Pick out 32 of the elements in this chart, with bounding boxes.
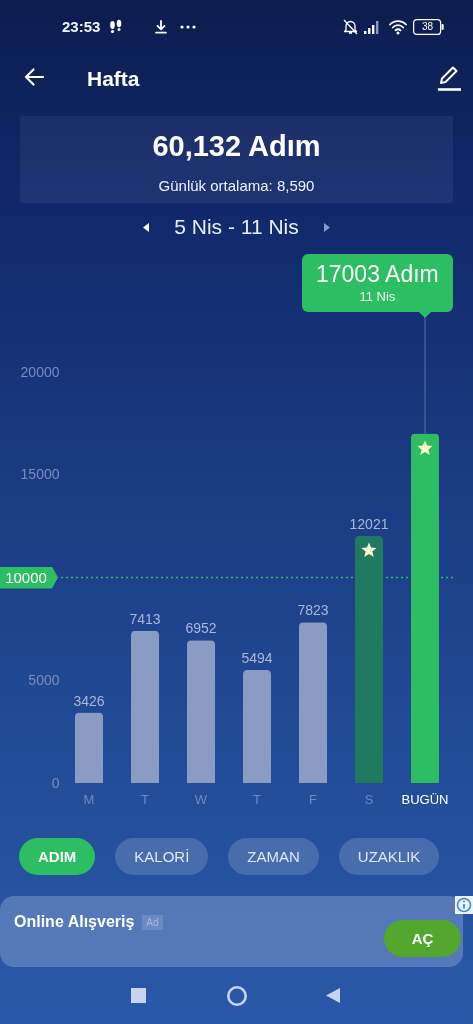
- text: KALORİ: [115, 838, 209, 875]
- text: Günlük ortalama: 8,590: [157, 176, 316, 196]
- y-tick-label: 0: [51, 774, 60, 791]
- ref-line-label: 10000: [0, 566, 58, 589]
- data-label: 5494: [241, 650, 273, 667]
- text: Ad: [142, 914, 163, 930]
- text: ADIM: [19, 838, 96, 875]
- x-tick-label: BUGÜN: [401, 791, 449, 807]
- y-tick-label: 5000: [28, 671, 60, 688]
- annotation: 17003 Adım: [316, 260, 439, 288]
- chart-title: Hafta: [87, 66, 140, 92]
- y-tick-label: 15000: [20, 466, 60, 483]
- text: 11 Nis: [358, 288, 397, 306]
- data-label: 6952: [185, 620, 217, 637]
- x-tick-label: T: [253, 791, 262, 807]
- text: 5 Nis - 11 Nis: [173, 214, 300, 240]
- data-label: 7413: [129, 610, 161, 627]
- text: AÇ: [384, 920, 461, 957]
- text: UZAKLIK: [338, 838, 440, 875]
- data-label: 7823: [297, 602, 329, 619]
- x-tick-label: M: [83, 791, 95, 807]
- data-label: 3426: [73, 692, 105, 709]
- text: ZAMAN: [228, 838, 319, 875]
- y-tick-label: 20000: [20, 363, 60, 380]
- text: 23:53: [62, 17, 101, 37]
- chart-subtitle: 60,132 Adım: [151, 129, 322, 164]
- x-tick-label: T: [141, 791, 150, 807]
- x-tick-label: S: [364, 791, 374, 807]
- x-tick-label: F: [309, 791, 318, 807]
- text: Online Alışveriş: [14, 912, 135, 932]
- data-label: 12021: [349, 515, 389, 532]
- x-tick-label: W: [194, 791, 208, 807]
